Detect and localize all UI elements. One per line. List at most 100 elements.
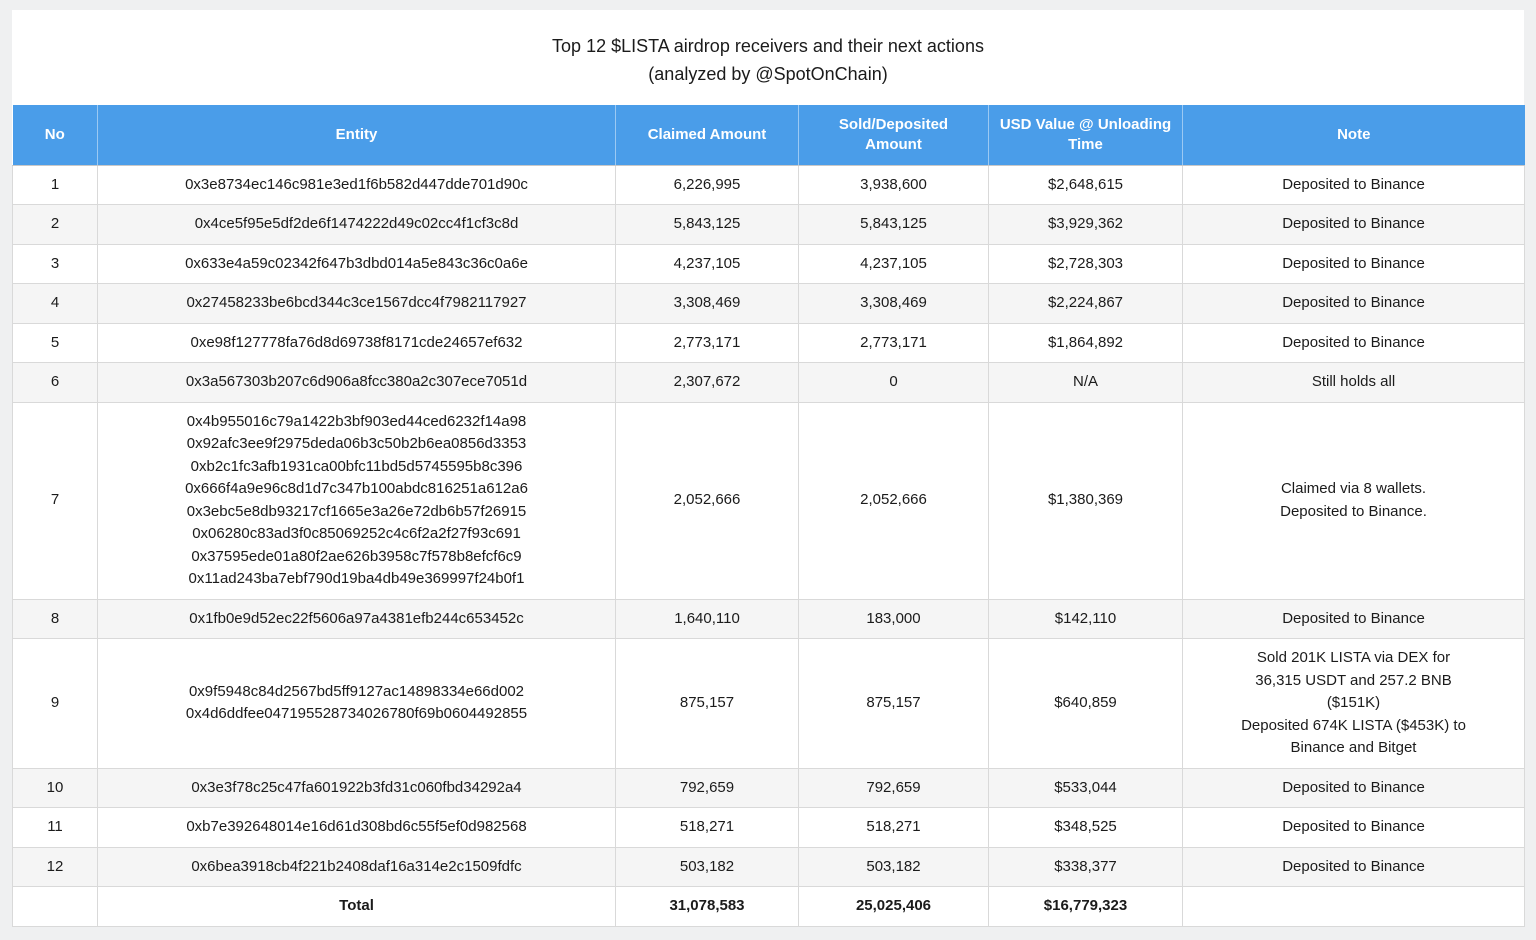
table-row: 12 0x6bea3918cb4f221b2408daf16a314e2c150… bbox=[12, 846, 1525, 887]
page-title: Top 12 $LISTA airdrop receivers and thei… bbox=[552, 35, 984, 56]
column-header-entity: Entity bbox=[97, 105, 616, 166]
column-header-usd-value: USD Value @ Unloading Time bbox=[988, 105, 1183, 166]
cell-usd-value: $1,864,892 bbox=[988, 322, 1183, 363]
cell-note: Deposited to Binance bbox=[1182, 322, 1525, 363]
cell-note bbox=[1182, 886, 1525, 927]
cell-entity-address: 0xb7e392648014e16d61d308bd6c55f5ef0d9825… bbox=[97, 807, 616, 848]
cell-no: 10 bbox=[12, 767, 98, 808]
cell-entity-address: 0x4b955016c79a1422b3bf903ed44ced6232f14a… bbox=[97, 401, 616, 600]
cell-note: Deposited to Binance bbox=[1182, 283, 1525, 324]
cell-note: Deposited to Binance bbox=[1182, 767, 1525, 808]
cell-no: 2 bbox=[12, 204, 98, 245]
cell-total-claimed-amount: 31,078,583 bbox=[615, 886, 799, 927]
cell-sold-deposited-amount: 3,938,600 bbox=[798, 164, 989, 205]
table-row: 4 0x27458233be6bcd344c3ce1567dcc4f798211… bbox=[12, 283, 1525, 324]
cell-usd-value: $640,859 bbox=[988, 638, 1183, 769]
cell-sold-deposited-amount: 5,843,125 bbox=[798, 204, 989, 245]
cell-note: Deposited to Binance bbox=[1182, 164, 1525, 205]
cell-note: Deposited to Binance bbox=[1182, 807, 1525, 848]
table-row: 11 0xb7e392648014e16d61d308bd6c55f5ef0d9… bbox=[12, 807, 1525, 848]
cell-usd-value: $2,648,615 bbox=[988, 164, 1183, 205]
cell-claimed-amount: 2,052,666 bbox=[615, 401, 799, 600]
cell-entity-address: 0x3a567303b207c6d906a8fcc380a2c307ece705… bbox=[97, 362, 616, 403]
cell-entity-address: 0x633e4a59c02342f647b3dbd014a5e843c36c0a… bbox=[97, 243, 616, 284]
cell-sold-deposited-amount: 0 bbox=[798, 362, 989, 403]
cell-sold-deposited-amount: 875,157 bbox=[798, 638, 989, 769]
cell-usd-value: N/A bbox=[988, 362, 1183, 403]
cell-note: Deposited to Binance bbox=[1182, 846, 1525, 887]
cell-usd-value: $348,525 bbox=[988, 807, 1183, 848]
cell-total-sold-deposited-amount: 25,025,406 bbox=[798, 886, 989, 927]
cell-note: Sold 201K LISTA via DEX for 36,315 USDT … bbox=[1182, 638, 1525, 769]
cell-entity-address: 0x3e8734ec146c981e3ed1f6b582d447dde701d9… bbox=[97, 164, 616, 205]
cell-claimed-amount: 5,843,125 bbox=[615, 204, 799, 245]
cell-entity-address: 0x3e3f78c25c47fa601922b3fd31c060fbd34292… bbox=[97, 767, 616, 808]
page-subtitle: (analyzed by @SpotOnChain) bbox=[648, 63, 888, 84]
cell-sold-deposited-amount: 183,000 bbox=[798, 598, 989, 639]
cell-sold-deposited-amount: 2,773,171 bbox=[798, 322, 989, 363]
table-row: 8 0x1fb0e9d52ec22f5606a97a4381efb244c653… bbox=[12, 598, 1525, 639]
cell-note: Claimed via 8 wallets. Deposited to Bina… bbox=[1182, 401, 1525, 600]
cell-entity-address: 0x4ce5f95e5df2de6f1474222d49c02cc4f1cf3c… bbox=[97, 204, 616, 245]
cell-sold-deposited-amount: 792,659 bbox=[798, 767, 989, 808]
column-header-claimed-amount: Claimed Amount bbox=[615, 105, 799, 166]
cell-usd-value: $1,380,369 bbox=[988, 401, 1183, 600]
table-card: Top 12 $LISTA airdrop receivers and thei… bbox=[12, 10, 1525, 927]
cell-no: 12 bbox=[12, 846, 98, 887]
cell-entity-address: 0x9f5948c84d2567bd5ff9127ac14898334e66d0… bbox=[97, 638, 616, 769]
cell-no: 8 bbox=[12, 598, 98, 639]
cell-claimed-amount: 2,773,171 bbox=[615, 322, 799, 363]
chart-title-block: Top 12 $LISTA airdrop receivers and thei… bbox=[12, 10, 1524, 105]
cell-no: 7 bbox=[12, 401, 98, 600]
table-header-row: No Entity Claimed Amount Sold/Deposited … bbox=[12, 105, 1525, 166]
table-total-row: Total 31,078,583 25,025,406 $16,779,323 bbox=[12, 886, 1525, 927]
table-row: 3 0x633e4a59c02342f647b3dbd014a5e843c36c… bbox=[12, 243, 1525, 284]
cell-sold-deposited-amount: 503,182 bbox=[798, 846, 989, 887]
cell-usd-value: $2,224,867 bbox=[988, 283, 1183, 324]
table-row: 5 0xe98f127778fa76d8d69738f8171cde24657e… bbox=[12, 322, 1525, 363]
cell-entity-address: 0x1fb0e9d52ec22f5606a97a4381efb244c65345… bbox=[97, 598, 616, 639]
cell-total-label: Total bbox=[97, 886, 616, 927]
cell-claimed-amount: 6,226,995 bbox=[615, 164, 799, 205]
cell-no: 6 bbox=[12, 362, 98, 403]
cell-claimed-amount: 3,308,469 bbox=[615, 283, 799, 324]
column-header-note: Note bbox=[1182, 105, 1525, 166]
cell-claimed-amount: 1,640,110 bbox=[615, 598, 799, 639]
cell-claimed-amount: 518,271 bbox=[615, 807, 799, 848]
table-row: 7 0x4b955016c79a1422b3bf903ed44ced6232f1… bbox=[12, 401, 1525, 600]
cell-no: 3 bbox=[12, 243, 98, 284]
cell-claimed-amount: 4,237,105 bbox=[615, 243, 799, 284]
cell-usd-value: $142,110 bbox=[988, 598, 1183, 639]
cell-no: 9 bbox=[12, 638, 98, 769]
table-row: 1 0x3e8734ec146c981e3ed1f6b582d447dde701… bbox=[12, 164, 1525, 205]
cell-usd-value: $338,377 bbox=[988, 846, 1183, 887]
cell-entity-address: 0xe98f127778fa76d8d69738f8171cde24657ef6… bbox=[97, 322, 616, 363]
cell-no: 1 bbox=[12, 164, 98, 205]
airdrop-receivers-table: No Entity Claimed Amount Sold/Deposited … bbox=[12, 105, 1525, 927]
cell-no: 11 bbox=[12, 807, 98, 848]
cell-no: 4 bbox=[12, 283, 98, 324]
cell-no bbox=[12, 886, 98, 927]
cell-usd-value: $3,929,362 bbox=[988, 204, 1183, 245]
cell-claimed-amount: 2,307,672 bbox=[615, 362, 799, 403]
cell-usd-value: $2,728,303 bbox=[988, 243, 1183, 284]
table-row: 2 0x4ce5f95e5df2de6f1474222d49c02cc4f1cf… bbox=[12, 204, 1525, 245]
column-header-no: No bbox=[12, 105, 98, 166]
cell-total-usd-value: $16,779,323 bbox=[988, 886, 1183, 927]
cell-entity-address: 0x27458233be6bcd344c3ce1567dcc4f79821179… bbox=[97, 283, 616, 324]
table-row: 10 0x3e3f78c25c47fa601922b3fd31c060fbd34… bbox=[12, 767, 1525, 808]
cell-sold-deposited-amount: 3,308,469 bbox=[798, 283, 989, 324]
cell-claimed-amount: 792,659 bbox=[615, 767, 799, 808]
cell-entity-address: 0x6bea3918cb4f221b2408daf16a314e2c1509fd… bbox=[97, 846, 616, 887]
cell-note: Deposited to Binance bbox=[1182, 204, 1525, 245]
cell-sold-deposited-amount: 518,271 bbox=[798, 807, 989, 848]
cell-claimed-amount: 503,182 bbox=[615, 846, 799, 887]
cell-sold-deposited-amount: 2,052,666 bbox=[798, 401, 989, 600]
cell-claimed-amount: 875,157 bbox=[615, 638, 799, 769]
cell-usd-value: $533,044 bbox=[988, 767, 1183, 808]
cell-note: Deposited to Binance bbox=[1182, 598, 1525, 639]
cell-note: Deposited to Binance bbox=[1182, 243, 1525, 284]
cell-no: 5 bbox=[12, 322, 98, 363]
cell-sold-deposited-amount: 4,237,105 bbox=[798, 243, 989, 284]
cell-note: Still holds all bbox=[1182, 362, 1525, 403]
